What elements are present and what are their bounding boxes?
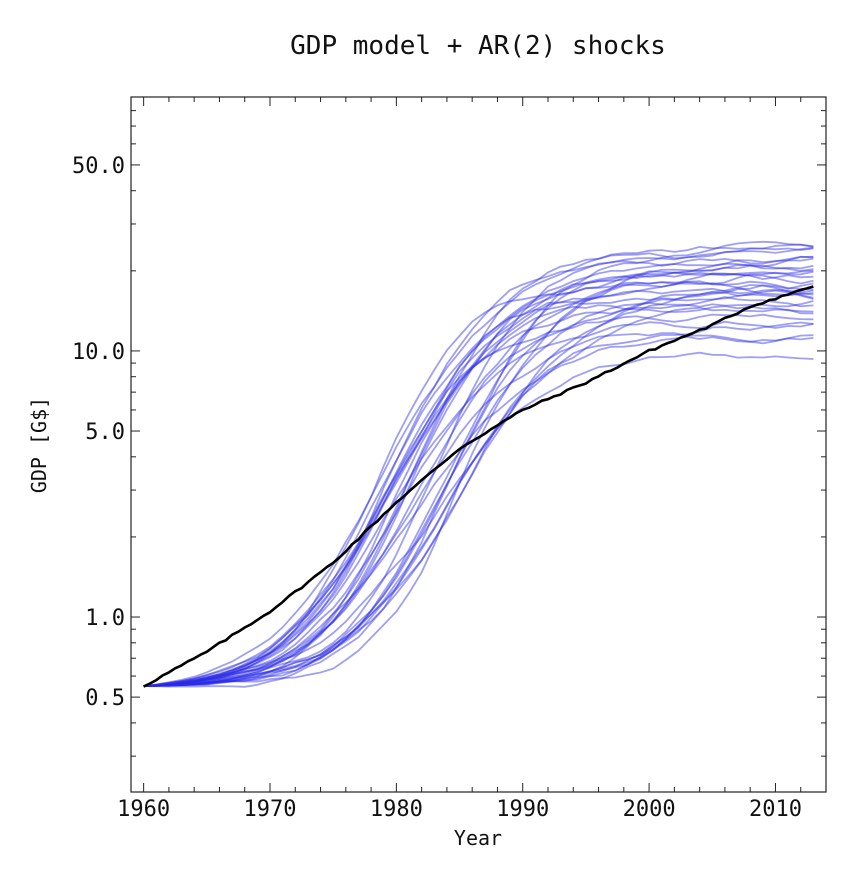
simulation-line: [143, 255, 814, 687]
simulation-line: [143, 289, 814, 687]
x-tick-label: 1990: [496, 797, 549, 822]
simulation-line: [143, 262, 814, 687]
chart-title: GDP model + AR(2) shocks: [290, 31, 666, 61]
x-tick-label: 1970: [244, 797, 297, 822]
x-axis: 1960 1970 1980 1990 2000 2010: [117, 97, 802, 822]
x-tick-label: 2000: [623, 797, 676, 822]
simulation-line: [143, 300, 814, 687]
y-tick-label: 50.0: [72, 154, 125, 179]
simulation-line: [143, 280, 814, 687]
simulation-line: [143, 280, 814, 687]
simulation-line: [143, 306, 814, 687]
x-tick-label: 1960: [117, 797, 170, 822]
y-axis: 0.5 1.0 5.0 10.0 50.0: [72, 96, 826, 757]
simulation-line: [143, 320, 814, 687]
simulation-line: [143, 282, 814, 687]
x-axis-label: Year: [454, 826, 502, 850]
simulation-line: [143, 243, 814, 687]
simulation-line: [143, 269, 814, 687]
model-line: [143, 285, 814, 688]
y-tick-label: 1.0: [85, 606, 125, 631]
simulation-line: [143, 240, 814, 687]
simulation-line: [143, 296, 814, 687]
simulation-line: [143, 247, 814, 687]
simulation-lines: [143, 240, 814, 688]
simulation-line: [143, 272, 814, 687]
y-axis-label: GDP [G$]: [27, 397, 51, 493]
simulation-line: [143, 335, 814, 687]
simulation-line: [143, 351, 814, 687]
simulation-line: [143, 284, 814, 687]
simulation-line: [143, 271, 814, 687]
y-tick-label: 10.0: [72, 340, 125, 365]
plot-frame: [130, 96, 827, 793]
simulation-line: [143, 246, 814, 687]
simulation-line: [143, 332, 814, 687]
simulation-line: [143, 255, 814, 687]
x-tick-label: 1980: [370, 797, 423, 822]
x-tick-label: 2010: [749, 797, 802, 822]
simulation-line: [143, 321, 814, 687]
simulation-line: [143, 287, 814, 687]
simulation-line: [143, 257, 814, 688]
simulation-line: [143, 292, 814, 687]
y-tick-label: 0.5: [85, 686, 125, 711]
y-tick-label: 5.0: [85, 420, 125, 445]
simulation-line: [143, 313, 814, 687]
simulation-line: [143, 264, 814, 687]
simulation-line: [143, 304, 814, 687]
simulation-line: [143, 270, 814, 687]
